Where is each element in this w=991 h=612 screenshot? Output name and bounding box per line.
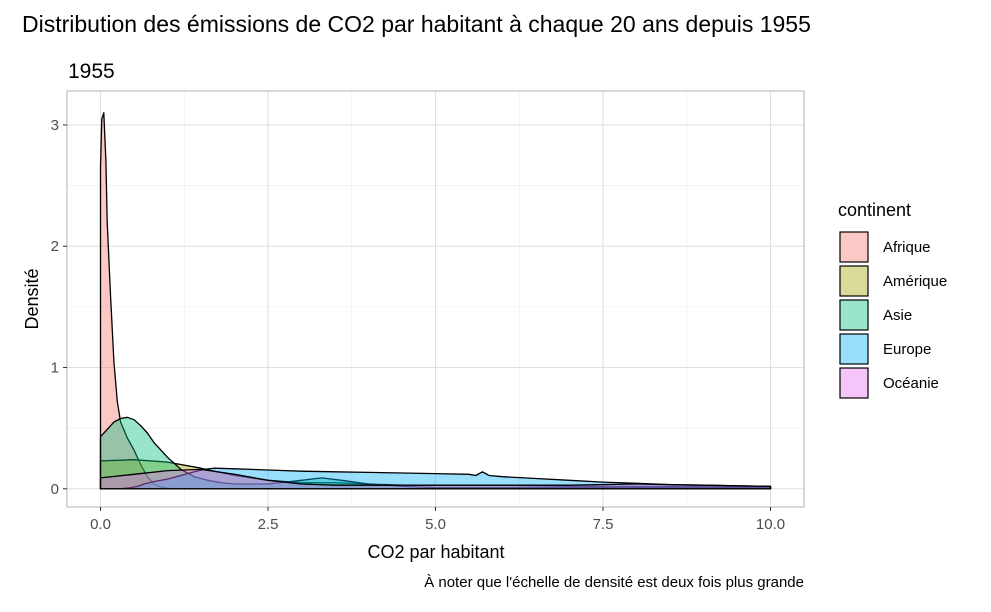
legend-key-background [839,231,869,263]
legend-item: Afrique [839,231,931,263]
legend-key-background [839,265,869,297]
legend-label: Europe [883,341,931,358]
legend-swatch [839,333,869,365]
legend-label: Asie [883,307,912,324]
y-tick-label: 3 [51,117,59,134]
legend-title: continent [838,200,911,220]
density-area-oceanie [99,468,772,490]
y-axis-ticks: 0 1 2 3 [51,117,67,498]
x-tick-label: 2.5 [258,516,279,533]
legend-key-background [839,299,869,331]
plot-panel [66,90,805,508]
chart-subtitle: 1955 [68,60,115,83]
legend: continent Afrique Amérique Asie Europe Océan… [838,200,947,399]
legend-items: Afrique Amérique Asie Europe Océanie [839,231,947,399]
x-tick-label: 5.0 [425,516,446,533]
x-axis-label: CO2 par habitant [367,542,504,562]
y-tick-label: 1 [51,360,59,377]
chart-caption: À noter que l'échelle de densité est deu… [424,574,804,591]
legend-key-background [839,333,869,365]
legend-swatch [839,231,869,263]
legend-label: Afrique [883,239,931,256]
y-tick-label: 0 [51,481,59,498]
legend-key-background [839,367,869,399]
x-tick-label: 7.5 [593,516,614,533]
density-area-asie [99,416,772,490]
legend-label: Océanie [883,375,939,392]
legend-item: Asie [839,299,912,331]
legend-item: Océanie [839,367,939,399]
legend-swatch [839,367,869,399]
legend-item: Europe [839,333,931,365]
x-tick-label: 10.0 [756,516,785,533]
legend-label: Amérique [883,273,947,290]
density-areas [99,112,772,490]
legend-swatch [839,299,869,331]
y-axis-label: Densité [22,268,42,329]
legend-swatch [839,265,869,297]
x-axis-ticks: 0.0 2.5 5.0 7.5 10.0 [90,507,785,533]
chart-title: Distribution des émissions de CO2 par ha… [22,11,811,37]
x-tick-label: 0.0 [90,516,111,533]
legend-item: Amérique [839,265,947,297]
y-tick-label: 2 [51,238,59,255]
